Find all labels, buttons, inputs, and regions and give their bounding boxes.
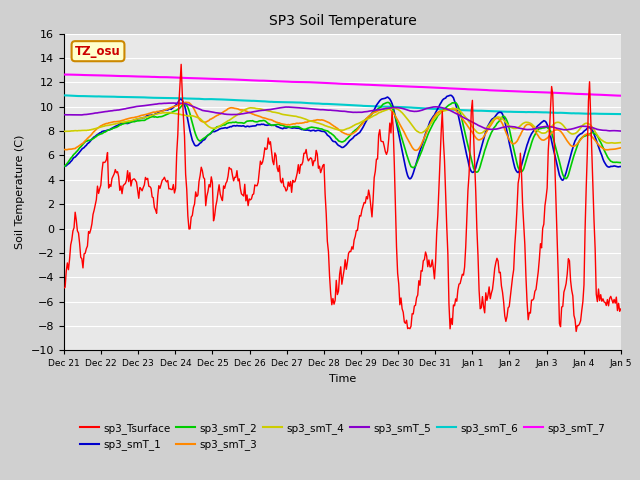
sp3_Tsurface bbox=[177, 61, 185, 67]
Line: sp3_smT_1: sp3_smT_1 bbox=[64, 96, 621, 180]
sp3_smT_4 bbox=[518, 122, 525, 128]
sp3_smT_3 bbox=[617, 145, 625, 151]
sp3_smT_7 bbox=[329, 81, 337, 86]
Line: sp3_smT_6: sp3_smT_6 bbox=[64, 96, 621, 114]
sp3_Tsurface bbox=[572, 329, 580, 335]
sp3_smT_3 bbox=[606, 146, 614, 152]
sp3_smT_4 bbox=[326, 124, 333, 130]
sp3_smT_7 bbox=[326, 80, 333, 86]
sp3_smT_1 bbox=[328, 137, 335, 143]
sp3_smT_1 bbox=[446, 93, 454, 98]
sp3_smT_4 bbox=[329, 125, 337, 131]
sp3_smT_4 bbox=[362, 117, 370, 122]
sp3_smT_4 bbox=[605, 140, 612, 146]
Line: sp3_smT_2: sp3_smT_2 bbox=[64, 102, 621, 179]
sp3_smT_4 bbox=[393, 106, 401, 112]
sp3_smT_3 bbox=[60, 147, 68, 153]
X-axis label: Time: Time bbox=[329, 374, 356, 384]
sp3_Tsurface bbox=[329, 296, 337, 301]
sp3_smT_6 bbox=[60, 93, 68, 98]
sp3_smT_3 bbox=[519, 128, 527, 133]
Title: SP3 Soil Temperature: SP3 Soil Temperature bbox=[269, 14, 416, 28]
sp3_smT_6 bbox=[518, 109, 525, 115]
sp3_smT_3 bbox=[393, 115, 401, 121]
sp3_smT_4 bbox=[246, 105, 254, 111]
Line: sp3_Tsurface: sp3_Tsurface bbox=[64, 64, 621, 332]
sp3_smT_1 bbox=[60, 163, 68, 168]
sp3_Tsurface bbox=[326, 273, 333, 279]
Line: sp3_smT_3: sp3_smT_3 bbox=[64, 102, 621, 150]
sp3_Tsurface bbox=[60, 285, 68, 291]
sp3_smT_1 bbox=[392, 115, 399, 120]
sp3_smT_2 bbox=[328, 131, 335, 137]
sp3_Tsurface bbox=[362, 194, 370, 200]
sp3_Tsurface bbox=[393, 244, 401, 250]
sp3_smT_6 bbox=[605, 111, 612, 117]
sp3_smT_3 bbox=[326, 120, 333, 126]
sp3_smT_2 bbox=[563, 176, 570, 181]
sp3_smT_1 bbox=[559, 178, 566, 183]
Y-axis label: Soil Temperature (C): Soil Temperature (C) bbox=[15, 135, 26, 249]
sp3_smT_3 bbox=[182, 99, 189, 105]
sp3_smT_5 bbox=[393, 105, 401, 110]
sp3_smT_4 bbox=[611, 140, 619, 146]
Legend: sp3_Tsurface, sp3_smT_1, sp3_smT_2, sp3_smT_3, sp3_smT_4, sp3_smT_5, sp3_smT_6, : sp3_Tsurface, sp3_smT_1, sp3_smT_2, sp3_… bbox=[76, 419, 609, 455]
sp3_smT_2 bbox=[393, 118, 401, 124]
sp3_Tsurface bbox=[617, 306, 625, 312]
sp3_smT_5 bbox=[518, 126, 525, 132]
sp3_smT_5 bbox=[170, 100, 177, 106]
sp3_smT_1 bbox=[362, 120, 369, 126]
sp3_smT_1 bbox=[606, 164, 614, 170]
sp3_smT_7 bbox=[518, 89, 525, 95]
sp3_smT_6 bbox=[326, 101, 333, 107]
sp3_smT_5 bbox=[60, 112, 68, 118]
sp3_smT_5 bbox=[617, 128, 625, 134]
sp3_smT_6 bbox=[616, 111, 623, 117]
sp3_smT_2 bbox=[518, 169, 525, 175]
sp3_smT_7 bbox=[60, 72, 68, 77]
sp3_smT_4 bbox=[617, 140, 625, 145]
sp3_smT_4 bbox=[60, 129, 68, 134]
sp3_smT_2 bbox=[606, 157, 614, 163]
Text: TZ_osu: TZ_osu bbox=[75, 45, 121, 58]
sp3_smT_2 bbox=[324, 129, 332, 134]
sp3_smT_5 bbox=[326, 107, 333, 113]
sp3_smT_3 bbox=[362, 116, 370, 121]
sp3_smT_6 bbox=[617, 111, 625, 117]
sp3_smT_3 bbox=[329, 122, 337, 128]
sp3_smT_6 bbox=[393, 104, 401, 110]
sp3_smT_7 bbox=[393, 83, 401, 89]
sp3_smT_5 bbox=[605, 128, 612, 133]
sp3_smT_6 bbox=[362, 103, 370, 109]
Line: sp3_smT_7: sp3_smT_7 bbox=[64, 74, 621, 96]
sp3_smT_3 bbox=[413, 147, 420, 153]
sp3_smT_2 bbox=[60, 164, 68, 169]
sp3_smT_1 bbox=[617, 164, 625, 169]
sp3_smT_5 bbox=[362, 109, 370, 115]
sp3_smT_1 bbox=[324, 133, 332, 139]
sp3_smT_7 bbox=[61, 72, 69, 77]
sp3_smT_7 bbox=[605, 92, 612, 98]
sp3_smT_7 bbox=[362, 82, 370, 88]
sp3_smT_6 bbox=[329, 101, 337, 107]
sp3_smT_1 bbox=[518, 162, 525, 168]
sp3_Tsurface bbox=[518, 170, 525, 176]
sp3_smT_2 bbox=[362, 117, 369, 122]
Line: sp3_smT_4: sp3_smT_4 bbox=[64, 108, 621, 143]
sp3_smT_7 bbox=[617, 93, 625, 98]
sp3_smT_2 bbox=[617, 160, 625, 166]
Line: sp3_smT_5: sp3_smT_5 bbox=[64, 103, 621, 131]
sp3_Tsurface bbox=[606, 296, 614, 301]
sp3_smT_6 bbox=[61, 93, 69, 98]
sp3_smT_2 bbox=[384, 99, 392, 105]
sp3_smT_5 bbox=[329, 108, 337, 113]
